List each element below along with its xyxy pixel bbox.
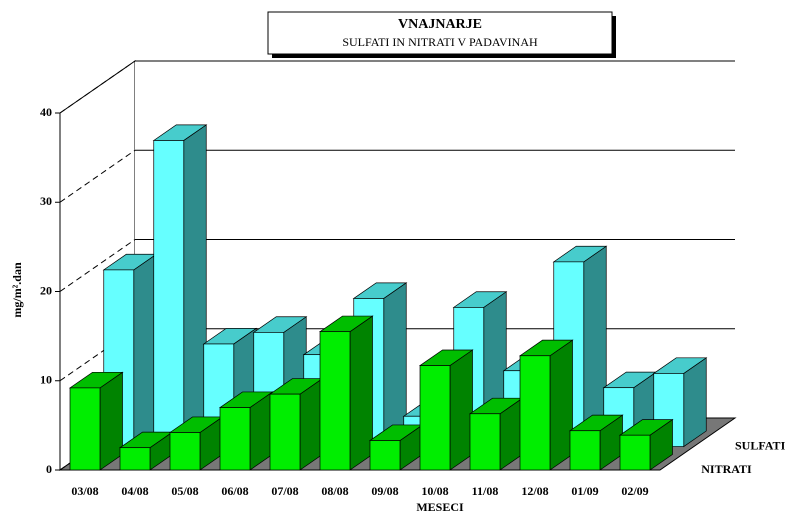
x-tick-label: 04/08 <box>121 484 148 498</box>
y-tick-label: 0 <box>46 462 52 476</box>
x-tick-label: 02/09 <box>621 484 648 498</box>
grid-line <box>59 328 136 382</box>
bar <box>369 440 401 471</box>
bar-side <box>349 315 373 471</box>
y-axis-label: mg/m².dan <box>10 262 24 318</box>
bar <box>169 432 201 471</box>
bar-side <box>183 124 207 448</box>
x-tick-label: 06/08 <box>221 484 248 498</box>
x-tick-label: 01/09 <box>571 484 598 498</box>
bar <box>319 331 351 471</box>
x-tick-label: 07/08 <box>271 484 298 498</box>
chart-subtitle: SULFATI IN NITRATI V PADAVINAH <box>342 35 538 49</box>
chart-title: VNAJNARJE <box>398 17 482 32</box>
title-box <box>267 11 613 55</box>
legend-label: NITRATI <box>701 462 752 476</box>
x-tick-label: 03/08 <box>71 484 98 498</box>
bar <box>569 430 601 471</box>
bar <box>619 434 651 471</box>
x-axis-label: MESECI <box>416 500 464 514</box>
bar-side <box>133 253 157 448</box>
bar-side <box>449 349 473 471</box>
grid-line <box>59 60 136 114</box>
bar-side <box>549 339 573 471</box>
bar <box>469 413 501 471</box>
bar <box>219 407 251 471</box>
y-tick-label: 20 <box>40 283 52 297</box>
bar <box>153 140 185 447</box>
grid-line <box>59 239 136 292</box>
bar <box>269 393 301 471</box>
grid-line <box>59 149 136 203</box>
x-tick-label: 12/08 <box>521 484 548 498</box>
bar <box>519 355 551 471</box>
x-tick-label: 05/08 <box>171 484 198 498</box>
x-tick-label: 09/08 <box>371 484 398 498</box>
bar <box>419 365 451 471</box>
x-tick-label: 08/08 <box>321 484 348 498</box>
bar-side <box>99 371 123 471</box>
y-tick-label: 30 <box>40 194 52 208</box>
bar-side <box>383 282 407 448</box>
legend-label: SULFATI <box>735 439 786 453</box>
bar <box>119 447 151 471</box>
x-tick-label: 10/08 <box>421 484 448 498</box>
bar <box>69 387 101 471</box>
y-tick-label: 10 <box>40 373 52 387</box>
y-tick-label: 40 <box>40 105 52 119</box>
bar-side <box>299 377 323 471</box>
x-tick-label: 11/08 <box>472 484 499 498</box>
